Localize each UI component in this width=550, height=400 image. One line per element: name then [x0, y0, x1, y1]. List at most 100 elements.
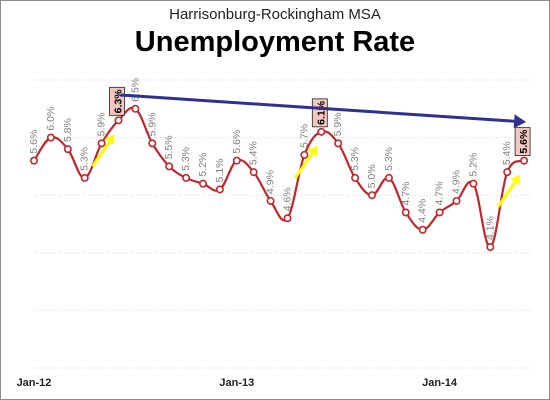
data-point [165, 162, 174, 171]
chart-subtitle: Harrisonburg-Rockingham MSA [169, 6, 381, 23]
data-label-text: 5.8% [62, 118, 74, 142]
data-label: 5.8% [62, 118, 74, 142]
data-point [317, 127, 326, 136]
data-label-text: 4.7% [434, 182, 446, 206]
data-label-box [514, 127, 531, 157]
data-point [148, 139, 157, 148]
data-label: 5.4% [248, 141, 260, 165]
data-label-text: 4.9% [451, 170, 463, 194]
data-point [97, 139, 106, 148]
data-label-box [311, 98, 328, 128]
data-label-text: 5.3% [79, 147, 91, 171]
data-label-text: 5.2% [467, 153, 479, 177]
data-point [249, 168, 258, 177]
data-point [114, 116, 123, 125]
data-point [367, 191, 376, 200]
data-label: 5.2% [467, 153, 479, 177]
data-point [131, 104, 140, 113]
data-label-text: 6.5% [129, 78, 141, 102]
data-label: 4.9% [265, 170, 277, 194]
data-label-text: 5.7% [298, 124, 310, 148]
data-label: 5.3% [383, 147, 395, 171]
data-point [215, 185, 224, 194]
data-label-text: 5.3% [383, 147, 395, 171]
x-tick-label: Jan-14 [422, 377, 458, 389]
data-label-text: 5.6% [28, 130, 40, 154]
data-label: 5.4% [501, 141, 513, 165]
data-point [334, 139, 343, 148]
data-label-text: 5.1% [214, 159, 226, 183]
data-label-text: 6.0% [45, 107, 57, 131]
data-label: 4.7% [434, 182, 446, 206]
data-label: 5.3% [79, 147, 91, 171]
pointer-arrow-head [307, 145, 318, 157]
data-label-text: 4.1% [484, 216, 496, 240]
data-point [283, 214, 292, 223]
data-point [520, 156, 529, 165]
data-label-text: 6.1% [315, 100, 327, 125]
data-label-text: 5.3% [180, 147, 192, 171]
data-label: 5.9% [332, 112, 344, 136]
data-label: 6.0% [45, 107, 57, 131]
pointer-arrow-head [510, 174, 521, 186]
trend-arrow-head [513, 114, 527, 129]
data-label-highlighted: 6.3% [109, 86, 125, 116]
data-label-text: 5.6% [231, 130, 243, 154]
data-label-text: 5.4% [501, 141, 513, 165]
data-label: 5.6% [28, 130, 40, 154]
data-point [266, 196, 275, 205]
data-label: 6.5% [129, 78, 141, 102]
data-label: 5.3% [349, 147, 361, 171]
data-label-text: 5.9% [332, 112, 344, 136]
data-label-text: 4.9% [265, 170, 277, 194]
data-label: 5.9% [146, 112, 158, 136]
x-tick-label: Jan-12 [17, 377, 52, 389]
chart-title: Unemployment Rate [134, 26, 416, 58]
data-label-text: 5.9% [96, 112, 108, 136]
data-label: 5.7% [298, 124, 310, 148]
data-label: 4.6% [282, 187, 294, 211]
data-label: 5.0% [366, 164, 378, 188]
data-label-highlighted: 6.1% [311, 98, 328, 128]
pointer-arrow-shaft [294, 152, 314, 179]
data-label: 4.1% [484, 216, 496, 240]
data-label-text: 5.4% [248, 141, 260, 165]
data-point [452, 196, 461, 205]
data-label-text: 5.6% [518, 129, 530, 154]
data-label: 4.4% [417, 199, 429, 223]
trend-arrow-shaft [120, 93, 515, 123]
data-point [232, 156, 241, 165]
pointer-arrow-shaft [496, 181, 517, 208]
data-label: 5.3% [180, 147, 192, 171]
data-label: 4.9% [451, 170, 463, 194]
data-label-text: 5.2% [197, 153, 209, 177]
data-point [435, 208, 444, 217]
data-point [401, 208, 410, 217]
data-point [351, 173, 360, 182]
data-point [199, 179, 208, 188]
data-label: 5.1% [214, 159, 226, 183]
data-point [182, 173, 191, 182]
data-label-text: 4.7% [400, 182, 412, 206]
data-point [418, 225, 427, 234]
pointer-arrow-shaft [91, 140, 111, 168]
data-label: 5.5% [163, 135, 175, 159]
data-label-text: 5.3% [349, 147, 361, 171]
data-point [300, 150, 309, 159]
data-label-text: 5.9% [146, 112, 158, 136]
data-point [503, 168, 512, 177]
data-point [46, 133, 55, 142]
data-label-text: 4.4% [417, 199, 429, 223]
data-label: 4.7% [400, 182, 412, 206]
data-label-highlighted: 5.6% [514, 127, 531, 157]
data-point [486, 243, 495, 252]
x-tick-label: Jan-13 [219, 377, 254, 389]
data-point [29, 156, 38, 165]
data-point [384, 173, 393, 182]
data-label: 5.2% [197, 153, 209, 177]
data-point [80, 173, 89, 182]
data-label-text: 6.3% [113, 89, 125, 114]
pointer-arrow-head [104, 134, 115, 145]
data-label: 5.6% [231, 130, 243, 154]
